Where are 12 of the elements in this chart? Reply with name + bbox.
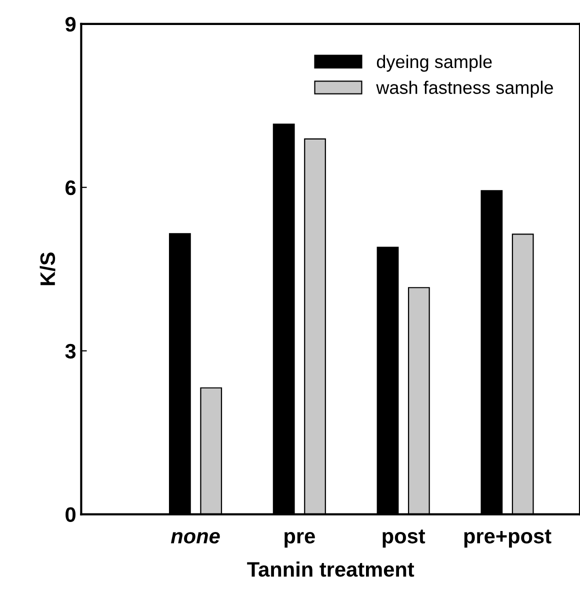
y-tick-label: 0 <box>66 507 76 522</box>
legend-label: wash fastness sample <box>376 80 553 98</box>
x-axis-title: Tannin treatment <box>247 561 414 577</box>
y-tick-label: 3 <box>65 344 76 359</box>
y-axis-title: K/S <box>40 252 56 286</box>
x-tick-label: none <box>170 532 220 544</box>
y-tick-label: 9 <box>65 16 76 32</box>
y-tick-label: 6 <box>66 180 76 196</box>
x-tick-label: pre <box>284 532 315 548</box>
x-tick-label: pre+post <box>464 530 552 548</box>
x-tick-label: post <box>382 530 426 548</box>
legend-label: dyeing sample <box>376 54 492 72</box>
